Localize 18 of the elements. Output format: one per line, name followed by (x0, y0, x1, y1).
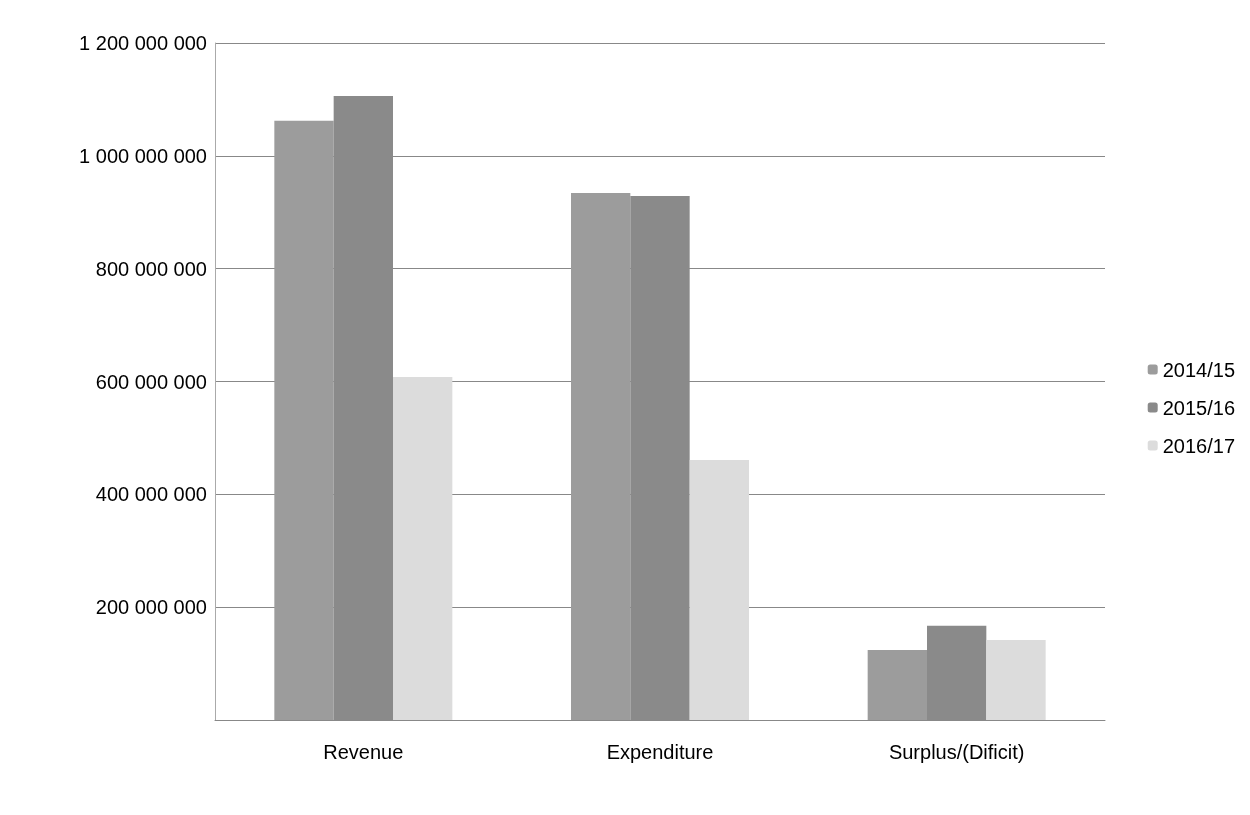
y-tick-label: 600 000 000 (95, 370, 207, 393)
x-tick-label: Revenue (323, 741, 404, 763)
y-tick-label: 1 200 000 000 (79, 32, 207, 54)
legend-label: 2015/16 (1162, 396, 1235, 419)
bar (571, 193, 631, 720)
x-tick-label: Surplus/(Dificit) (888, 741, 1025, 763)
bar (393, 376, 453, 720)
y-tick-label: 800 000 000 (95, 257, 207, 280)
bar (274, 120, 334, 720)
legend-label: 2016/17 (1162, 434, 1235, 457)
y-tick-label: 400 000 000 (95, 483, 207, 506)
legend-label: 2014/15 (1162, 358, 1235, 381)
x-tick-label: Expenditure (606, 741, 714, 763)
bar (867, 650, 927, 720)
y-tick-label: 1 000 000 000 (79, 144, 207, 167)
bar (689, 459, 749, 720)
y-tick-label: 200 000 000 (95, 596, 207, 619)
bar (986, 639, 1046, 720)
